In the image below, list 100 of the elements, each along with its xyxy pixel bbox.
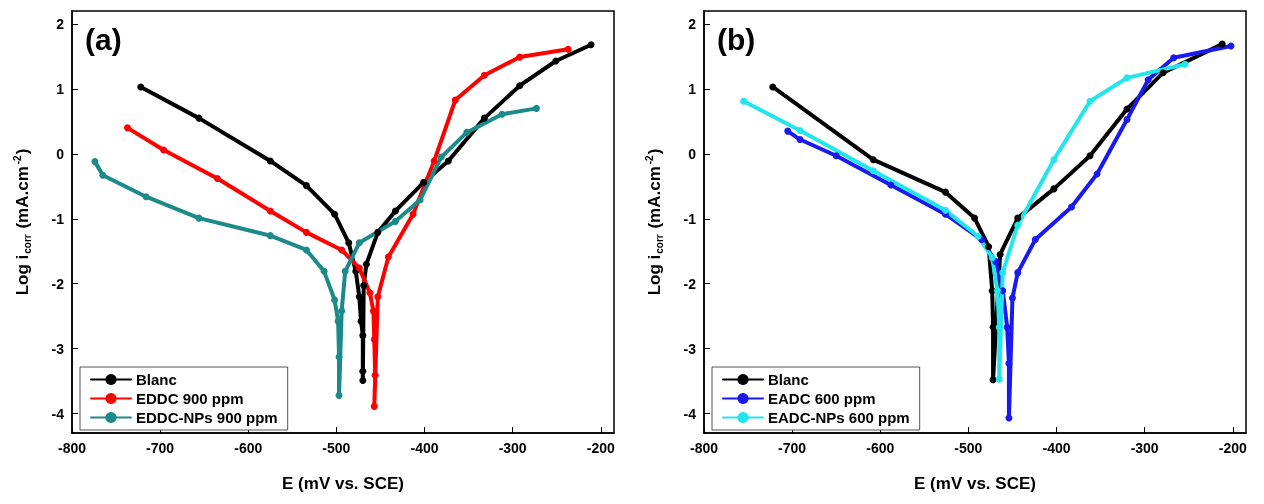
x-axis-title: E (mV vs. SCE) <box>282 474 404 493</box>
y-tick-label: 0 <box>56 145 65 162</box>
point <box>366 289 374 297</box>
point <box>941 206 949 214</box>
point <box>1003 323 1011 331</box>
x-tick-label: -400 <box>410 440 439 456</box>
point <box>1031 236 1039 244</box>
x-tick-label: -500 <box>322 440 351 456</box>
chart-title: (b) <box>717 22 756 56</box>
point <box>266 207 274 215</box>
point <box>1008 294 1016 302</box>
x-tick-label: -500 <box>954 440 983 456</box>
point <box>420 178 428 186</box>
y-axis-title: Log icorr (mA.cm-2) <box>643 148 665 296</box>
point <box>941 188 949 196</box>
point <box>213 175 221 182</box>
point <box>124 124 132 132</box>
x-axis-title: E (mV vs. SCE) <box>914 474 1036 493</box>
point <box>99 171 107 179</box>
x-tick-label: -300 <box>498 440 527 456</box>
y-tick-label: 0 <box>688 145 697 162</box>
point <box>995 375 1003 383</box>
legend-label: EADC 600 ppm <box>768 390 876 407</box>
point <box>409 210 417 218</box>
point <box>985 243 993 251</box>
point <box>587 41 595 49</box>
legend-label: EDDC 900 ppm <box>136 390 244 407</box>
point <box>1014 214 1022 222</box>
x-tick-label: -700 <box>146 440 175 456</box>
point <box>360 282 368 290</box>
point <box>1086 97 1094 105</box>
point <box>142 193 150 201</box>
point <box>137 83 145 91</box>
point <box>480 71 488 79</box>
legend-label: Blanc <box>768 371 809 388</box>
point <box>359 332 367 340</box>
point <box>444 157 452 165</box>
point <box>1159 69 1167 77</box>
point <box>516 53 524 61</box>
point <box>195 114 203 122</box>
point <box>338 246 346 254</box>
point <box>498 110 506 118</box>
point <box>391 217 399 225</box>
x-tick-label: -600 <box>866 440 895 456</box>
point <box>740 97 748 105</box>
point <box>1086 152 1094 160</box>
y-tick-label: 2 <box>688 15 697 32</box>
point <box>564 45 572 53</box>
point <box>989 376 997 384</box>
point <box>331 296 339 304</box>
y-tick-label: -4 <box>683 405 697 422</box>
point <box>302 228 310 236</box>
point <box>1050 185 1058 193</box>
point <box>1005 360 1013 368</box>
x-tick-label: -700 <box>778 440 807 456</box>
y-tick-label: -4 <box>51 405 65 422</box>
point <box>832 152 840 160</box>
y-tick-label: -2 <box>51 275 65 292</box>
point <box>331 210 339 218</box>
point <box>532 104 540 112</box>
point <box>430 157 438 165</box>
point <box>362 260 370 268</box>
point <box>1014 221 1022 229</box>
point <box>374 293 382 301</box>
point <box>971 214 979 222</box>
point <box>996 250 1004 258</box>
point <box>974 232 982 240</box>
y-tick-label: 1 <box>688 80 697 97</box>
y-tick-label: -3 <box>51 340 65 357</box>
point <box>869 167 877 175</box>
x-tick-label: -200 <box>1218 440 1247 456</box>
x-tick-label: -600 <box>234 440 263 456</box>
point <box>359 376 367 384</box>
point <box>1014 269 1022 277</box>
point <box>995 323 1003 331</box>
point <box>1050 156 1058 164</box>
point <box>302 246 310 254</box>
y-tick-label: 2 <box>56 15 65 32</box>
x-tick-label: -300 <box>1130 440 1159 456</box>
point <box>988 254 996 262</box>
point <box>999 269 1007 277</box>
point <box>437 153 445 161</box>
point <box>796 136 804 144</box>
point <box>320 267 328 275</box>
point <box>359 367 367 375</box>
point <box>451 96 459 104</box>
point <box>355 239 363 247</box>
point <box>345 239 353 247</box>
x-tick-label: -200 <box>586 440 615 456</box>
legend-label: EADC-NPs 600 ppm <box>768 409 910 426</box>
point <box>91 158 99 166</box>
point <box>266 157 274 165</box>
point <box>480 114 488 122</box>
x-tick-label: -400 <box>1042 440 1071 456</box>
point <box>1068 203 1075 211</box>
point <box>516 82 524 90</box>
point <box>370 402 378 410</box>
y-axis-title: Log icorr (mA.cm-2) <box>11 148 33 296</box>
point <box>1123 115 1131 123</box>
y-tick-label: 1 <box>56 80 65 97</box>
